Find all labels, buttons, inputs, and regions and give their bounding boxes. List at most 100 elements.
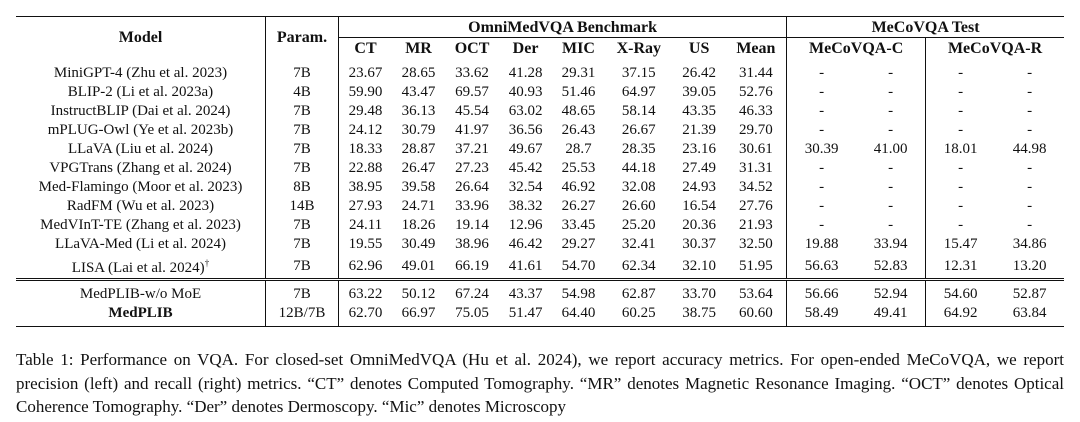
cell-value: 51.47 bbox=[499, 304, 552, 327]
cell-value: 39.05 bbox=[682, 84, 717, 100]
cell-value: 32.41 bbox=[621, 236, 656, 252]
cell-value: 24.11 bbox=[348, 217, 383, 233]
cell-value: - bbox=[856, 197, 927, 216]
cell-value: 62.70 bbox=[338, 304, 393, 327]
cell-value: 69.57 bbox=[455, 84, 489, 100]
cell-value: 25.20 bbox=[621, 217, 656, 233]
cell-value: 64.40 bbox=[552, 304, 605, 327]
cell-value: - bbox=[819, 84, 825, 100]
cell-value: - bbox=[856, 102, 927, 121]
header-col: CT bbox=[354, 39, 377, 57]
cell-value: 54.98 bbox=[552, 278, 605, 304]
cell-value: - bbox=[856, 83, 927, 102]
cell-value: 37.15 bbox=[621, 65, 656, 81]
cell-value: 19.88 bbox=[804, 236, 839, 252]
cell-value: 33.96 bbox=[455, 198, 489, 214]
cell-value: 38.95 bbox=[348, 179, 383, 195]
cell-value: 37.21 bbox=[455, 141, 489, 157]
table-row: LLaVA (Liu et al. 2024) 7B 18.33 28.87 37.21… bbox=[16, 140, 1064, 159]
table-row: MedPLIB 12B/7B 62.70 66.97 75.05 51.47 64.40 60… bbox=[16, 304, 1064, 327]
cell-value: 64.92 bbox=[925, 304, 996, 327]
cell-value: - bbox=[1027, 198, 1033, 214]
table-row: MedVInT-TE (Zhang et al. 2023) 7B 24.11 18.… bbox=[16, 216, 1064, 235]
cell-value: 27.23 bbox=[455, 160, 489, 176]
cell-value: 26.27 bbox=[561, 198, 596, 214]
header-col-mecovqa-r: MeCoVQA-R bbox=[947, 39, 1043, 57]
cell-value: 28.65 bbox=[401, 65, 436, 81]
cell-value: 48.65 bbox=[561, 103, 596, 119]
cell-value: 52.83 bbox=[856, 254, 927, 280]
cell-model: Med-Flamingo (Moor et al. 2023) bbox=[16, 178, 266, 197]
cell-value: 26.60 bbox=[621, 198, 656, 214]
cell-value: 56.63 bbox=[804, 257, 839, 274]
cell-value: - bbox=[1027, 160, 1033, 176]
cell-value: 56.66 bbox=[786, 278, 857, 304]
cell-value: 32.08 bbox=[621, 179, 656, 195]
cell-param: 12B/7B bbox=[265, 304, 339, 327]
cell-value: 49.67 bbox=[508, 141, 543, 157]
cell-value: - bbox=[958, 179, 964, 195]
cell-value: - bbox=[856, 159, 927, 178]
header-col: MR bbox=[405, 39, 432, 57]
cell-value: 33.62 bbox=[455, 65, 489, 81]
cell-value: - bbox=[958, 198, 964, 214]
table-row: BLIP-2 (Li et al. 2023a) 4B 59.90 43.47 69.5… bbox=[16, 83, 1064, 102]
header-col: Mean bbox=[725, 37, 788, 58]
cell-value: 31.44 bbox=[725, 58, 788, 83]
cell-model: mPLUG-Owl (Ye et al. 2023b) bbox=[16, 121, 266, 140]
cell-value: 18.33 bbox=[348, 141, 383, 157]
baseline-rows: MiniGPT-4 (Zhu et al. 2023) 7B 23.67 28.65 3… bbox=[16, 58, 1064, 280]
cell-value: 30.49 bbox=[401, 236, 436, 252]
cell-value: - bbox=[1027, 65, 1033, 81]
cell-value: - bbox=[1027, 217, 1033, 233]
cell-value: 32.54 bbox=[508, 179, 543, 195]
results-table: Model Param. OmniMedVQA Benchmark MeCoVQ… bbox=[16, 16, 1064, 327]
cell-value: 16.54 bbox=[682, 198, 717, 214]
cell-value: 12.96 bbox=[508, 217, 543, 233]
table-row: mPLUG-Owl (Ye et al. 2023b) 7B 24.12 30.79 4… bbox=[16, 121, 1064, 140]
cell-value: 62.34 bbox=[621, 257, 656, 274]
cell-value: 64.97 bbox=[621, 84, 656, 100]
cell-param: 7B bbox=[265, 102, 339, 121]
cell-value: 66.19 bbox=[455, 257, 489, 274]
cell-value: 30.39 bbox=[804, 141, 839, 157]
cell-value: 60.25 bbox=[604, 304, 673, 327]
cell-value: 62.87 bbox=[604, 278, 673, 304]
cell-value: - bbox=[819, 198, 825, 214]
cell-value: 46.42 bbox=[508, 236, 543, 252]
table-row: Med-Flamingo (Moor et al. 2023) 8B 38.95 39… bbox=[16, 178, 1064, 197]
cell-value: - bbox=[819, 65, 825, 81]
cell-value: 60.60 bbox=[725, 304, 788, 327]
cell-value: 44.18 bbox=[621, 160, 656, 176]
cell-value: 33.45 bbox=[561, 217, 596, 233]
cell-value: 62.96 bbox=[348, 257, 383, 274]
cell-value: 13.20 bbox=[1012, 257, 1047, 274]
cell-param: 4B bbox=[265, 83, 339, 102]
cell-value: 44.98 bbox=[1012, 141, 1047, 157]
cell-value: 30.37 bbox=[682, 236, 717, 252]
cell-value: 63.84 bbox=[995, 304, 1064, 327]
cell-value: 24.12 bbox=[348, 122, 383, 138]
cell-value: 43.35 bbox=[682, 103, 717, 119]
cell-value: 50.12 bbox=[392, 278, 445, 304]
cell-value: 41.61 bbox=[508, 257, 543, 274]
cell-value: 58.49 bbox=[786, 304, 857, 327]
cell-model: MiniGPT-4 (Zhu et al. 2023) bbox=[16, 58, 266, 83]
cell-value: - bbox=[856, 178, 927, 197]
cell-param: 7B bbox=[265, 216, 339, 235]
cell-value: 75.05 bbox=[444, 304, 500, 327]
cell-value: 59.90 bbox=[348, 84, 383, 100]
cell-value: 27.93 bbox=[348, 198, 383, 214]
cell-param: 7B bbox=[265, 58, 339, 83]
cell-param: 7B bbox=[265, 121, 339, 140]
cell-model: InstructBLIP (Dai et al. 2024) bbox=[16, 102, 266, 121]
cell-model: LLaVA-Med (Li et al. 2024) bbox=[16, 235, 266, 254]
cell-value: - bbox=[958, 65, 964, 81]
cell-param: 7B bbox=[265, 235, 339, 254]
cell-value: 38.96 bbox=[455, 236, 489, 252]
cell-value: 49.01 bbox=[401, 257, 436, 274]
cell-value: - bbox=[958, 122, 964, 138]
cell-value: 26.43 bbox=[561, 122, 596, 138]
cell-value: 52.94 bbox=[856, 278, 927, 304]
